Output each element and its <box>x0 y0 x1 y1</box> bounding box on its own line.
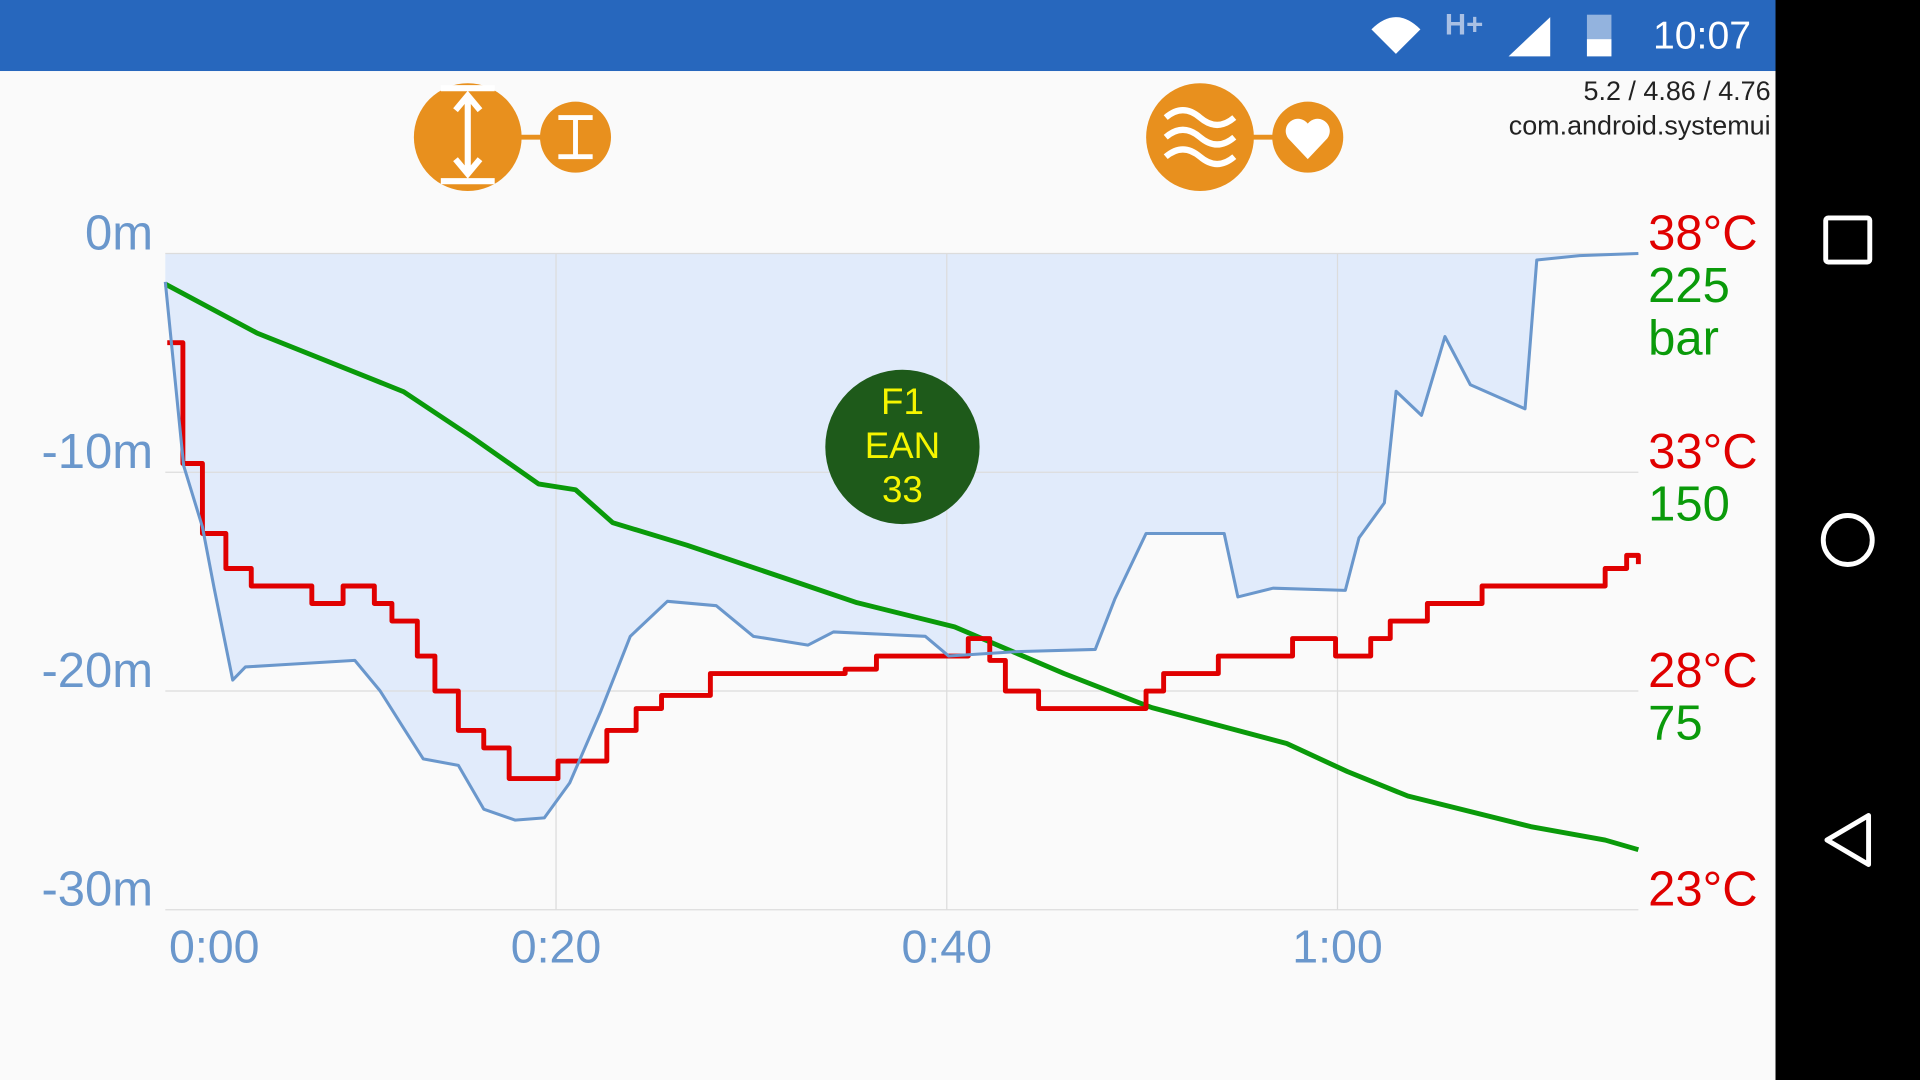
icon-glyph <box>1285 118 1330 160</box>
y2-tick-label: 28°C <box>1648 644 1757 698</box>
y-tick-label: 0m <box>85 206 153 260</box>
depth-toggle[interactable] <box>413 83 612 192</box>
status-bar <box>0 0 1776 72</box>
y2-tick-label: 23°C <box>1648 863 1757 917</box>
x-tick-label: 0:20 <box>511 921 602 973</box>
badge-text: F1 <box>881 381 924 422</box>
dive-profile: 0m -10m -20m -30m 0:00 0:20 0:40 1:00 38°C 33°C 28… <box>41 206 1757 972</box>
series-line <box>163 251 1639 822</box>
y3-tick-label: 150 <box>1648 478 1730 532</box>
icon-glyph <box>558 115 593 160</box>
y-tick-label: -20m <box>41 644 153 698</box>
network-type: H+ <box>1445 9 1483 42</box>
back-button[interactable] <box>1824 813 1872 867</box>
x-tick-label: 1:00 <box>1292 921 1383 973</box>
depth-area <box>165 253 1639 821</box>
gas-toggle[interactable] <box>1146 83 1344 192</box>
y3-tick-label: 225 <box>1648 259 1730 313</box>
nav-bar <box>1775 0 1920 1080</box>
gas-badge[interactable]: F1 EAN 33 <box>825 369 980 525</box>
clock: 10:07 <box>1653 14 1751 57</box>
badge-text: 33 <box>882 469 923 510</box>
y3-unit: bar <box>1648 312 1719 366</box>
icon-glyph <box>440 85 495 185</box>
wifi-icon <box>1371 17 1421 54</box>
y-tick-label: -30m <box>41 863 153 917</box>
y3-tick-label: 75 <box>1648 696 1702 750</box>
overlay-process: com.android.systemui <box>1509 110 1771 140</box>
y-tick-label: -10m <box>41 425 153 479</box>
series-line <box>167 340 1641 781</box>
x-tick-label: 0:40 <box>901 921 992 973</box>
x-tick-label: 0:00 <box>169 921 260 973</box>
badge-bg <box>825 369 980 525</box>
battery-level <box>1586 39 1612 57</box>
icon-glyph <box>1163 107 1237 168</box>
recents-button[interactable] <box>1823 215 1873 265</box>
y2-tick-label: 33°C <box>1648 425 1757 479</box>
y2-tick-label: 38°C <box>1648 206 1757 260</box>
series-line <box>164 281 1640 853</box>
overlay-stats: 5.2 / 4.86 / 4.76 <box>1584 76 1771 106</box>
home-button[interactable] <box>1820 513 1875 567</box>
badge-text: EAN <box>865 425 941 466</box>
